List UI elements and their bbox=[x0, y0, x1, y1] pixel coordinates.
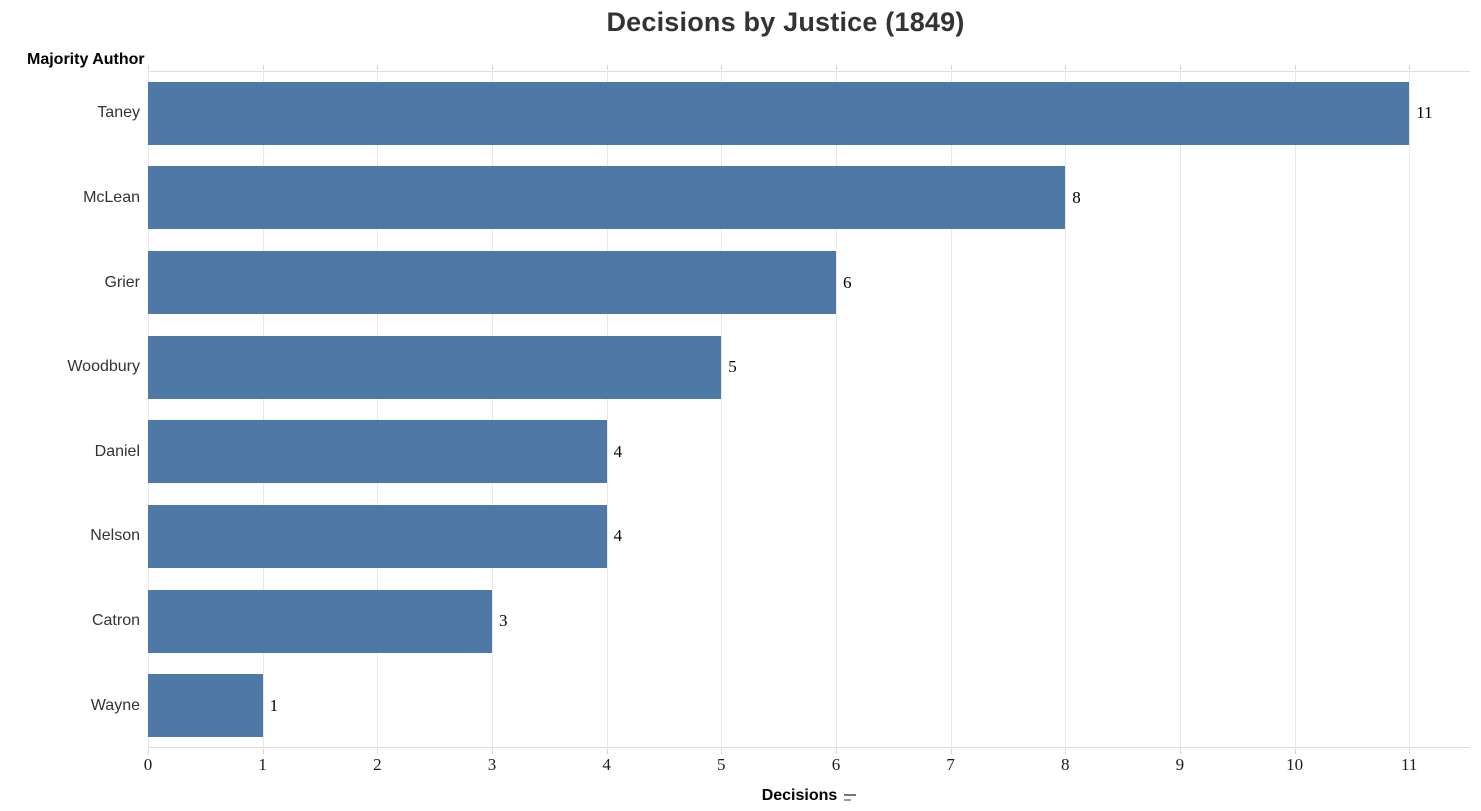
bar-value-label: 6 bbox=[842, 272, 852, 292]
bar[interactable] bbox=[148, 674, 263, 738]
y-axis-label[interactable]: Daniel bbox=[94, 442, 140, 460]
axis-tick bbox=[262, 65, 264, 70]
axis-tick bbox=[262, 749, 264, 754]
gridline bbox=[950, 71, 952, 748]
page-title: Decisions by Justice (1849) bbox=[606, 7, 965, 37]
bar-row: 5 bbox=[148, 325, 1470, 410]
axis-tick bbox=[1179, 65, 1181, 70]
axis-tick bbox=[1065, 749, 1067, 754]
axis-tick bbox=[1179, 749, 1181, 754]
axis-tick bbox=[148, 65, 149, 70]
pane-border-top bbox=[148, 71, 1470, 72]
bar-row: 3 bbox=[148, 579, 1470, 664]
bar[interactable] bbox=[148, 504, 607, 568]
gridline bbox=[1179, 71, 1181, 748]
x-tick-label: 7 bbox=[946, 755, 955, 774]
x-axis-title: Decisions bbox=[148, 786, 1470, 806]
gridline bbox=[377, 71, 379, 748]
axis-tick bbox=[1409, 749, 1411, 754]
gridline bbox=[1065, 71, 1067, 748]
y-axis-label[interactable]: Taney bbox=[97, 104, 140, 122]
gridline bbox=[491, 71, 493, 748]
bar-value-label: 5 bbox=[728, 357, 737, 377]
sort-icon-bar-short bbox=[844, 798, 852, 801]
bar[interactable] bbox=[148, 166, 1066, 230]
y-axis-label[interactable]: Wayne bbox=[90, 696, 140, 714]
x-tick-label: 6 bbox=[831, 755, 841, 774]
axis-tick bbox=[606, 65, 608, 70]
gridline bbox=[262, 71, 264, 748]
bar-row: 4 bbox=[148, 410, 1470, 495]
grid-layer bbox=[148, 65, 1470, 754]
x-axis-tick-labels: 0 1 2 3 4 5 6 7 8 9 10 11 bbox=[144, 755, 1470, 775]
axis-tick bbox=[721, 65, 723, 70]
axis-tick bbox=[377, 65, 379, 70]
axis-tick bbox=[835, 749, 837, 754]
sort-descending-icon[interactable] bbox=[844, 792, 857, 801]
bar[interactable] bbox=[148, 420, 607, 484]
axis-tick bbox=[721, 749, 723, 754]
bar-value-label: 4 bbox=[613, 526, 623, 546]
x-tick-label: 0 bbox=[143, 755, 153, 774]
x-tick-label: 11 bbox=[1401, 755, 1418, 774]
gridline bbox=[606, 71, 608, 748]
x-tick-label: 4 bbox=[602, 755, 611, 774]
bar-row: 4 bbox=[148, 494, 1470, 579]
bar-value-label: 11 bbox=[1416, 103, 1433, 123]
gridline bbox=[835, 71, 837, 748]
bar[interactable] bbox=[148, 251, 836, 315]
x-tick-label: 10 bbox=[1286, 755, 1304, 774]
x-tick-label: 2 bbox=[373, 755, 382, 774]
axis-tick bbox=[950, 749, 952, 754]
y-axis-label[interactable]: Woodbury bbox=[67, 358, 140, 376]
gridline bbox=[1294, 71, 1296, 748]
gridline bbox=[148, 71, 149, 748]
x-tick-label: 8 bbox=[1061, 755, 1070, 774]
y-axis-label[interactable]: Nelson bbox=[90, 527, 140, 545]
bar-row: 8 bbox=[148, 156, 1470, 241]
bar[interactable] bbox=[148, 81, 1410, 145]
gridline bbox=[721, 71, 723, 748]
axis-tick bbox=[1409, 65, 1411, 70]
bar[interactable] bbox=[148, 589, 492, 653]
row-axis-header: Majority Author bbox=[27, 51, 145, 68]
axis-tick bbox=[491, 749, 493, 754]
bar-value-label: 1 bbox=[269, 695, 279, 715]
axis-tick bbox=[1294, 749, 1296, 754]
pane-border-bottom bbox=[148, 747, 1470, 748]
bar-rows: 11 8 6 5 4 4 3 1 bbox=[148, 71, 1470, 748]
axis-tick bbox=[1065, 65, 1067, 70]
x-tick-label: 9 bbox=[1175, 755, 1185, 774]
gridline bbox=[1409, 71, 1411, 748]
axis-tick bbox=[606, 749, 608, 754]
bar-row: 1 bbox=[148, 663, 1470, 748]
x-axis-title-label[interactable]: Decisions bbox=[761, 787, 838, 804]
axis-tick bbox=[377, 749, 379, 754]
y-axis-label[interactable]: Catron bbox=[91, 612, 140, 630]
bar[interactable] bbox=[148, 335, 722, 399]
axis-tick bbox=[1294, 65, 1296, 70]
sort-icon-bar-long bbox=[844, 793, 857, 796]
y-axis-label[interactable]: Grier bbox=[104, 273, 140, 291]
axis-tick bbox=[950, 65, 952, 70]
axis-tick bbox=[148, 749, 149, 754]
bar-value-label: 8 bbox=[1072, 187, 1081, 207]
bar-value-label: 3 bbox=[498, 611, 508, 631]
y-axis-labels: Taney McLean Grier Woodbury Daniel Nelso… bbox=[0, 71, 140, 748]
bar-row: 11 bbox=[148, 71, 1470, 156]
x-tick-label: 5 bbox=[717, 755, 726, 774]
axis-tick bbox=[835, 65, 837, 70]
bar-row: 6 bbox=[148, 240, 1470, 325]
bar-value-label: 4 bbox=[613, 441, 623, 461]
x-tick-label: 3 bbox=[487, 755, 497, 774]
plot-pane: 11 8 6 5 4 4 3 1 bbox=[148, 65, 1470, 754]
axis-tick bbox=[491, 65, 493, 70]
x-tick-label: 1 bbox=[258, 755, 267, 774]
y-axis-label[interactable]: McLean bbox=[83, 188, 140, 206]
